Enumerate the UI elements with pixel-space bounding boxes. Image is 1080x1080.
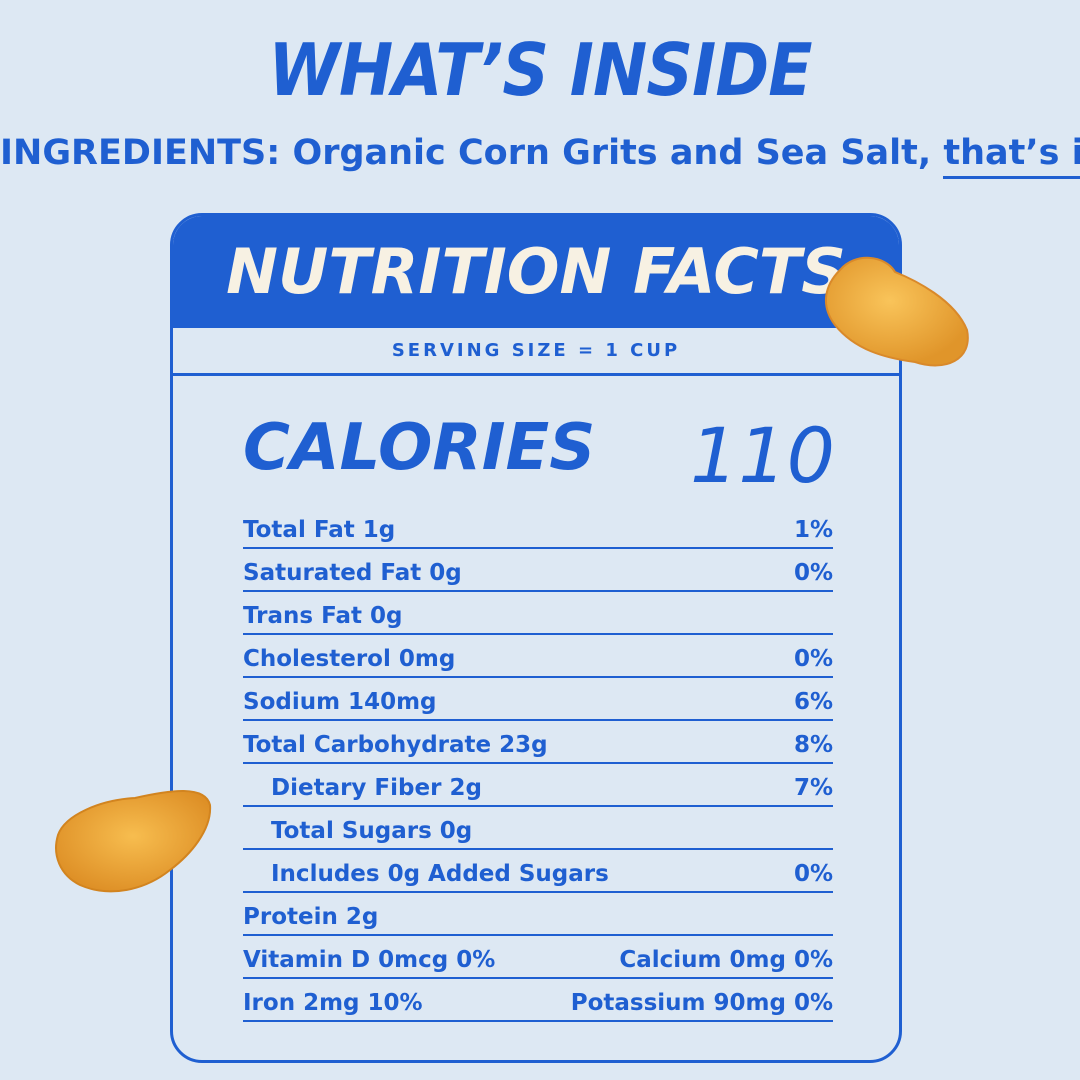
- nutrient-label: Total Fat 1g: [243, 517, 396, 543]
- nutrient-label: Trans Fat 0g: [243, 603, 403, 629]
- daily-value: 0%: [793, 861, 833, 887]
- daily-value: 0%: [793, 560, 833, 586]
- panel-title: NUTRITION FACTS: [173, 216, 899, 328]
- daily-value: 8%: [793, 732, 833, 758]
- nutrient-row: Protein 2g: [243, 893, 833, 936]
- nutrient-row: Dietary Fiber 2g 7%: [243, 764, 833, 807]
- ingredients-text: Organic Corn Grits and Sea Salt,: [292, 133, 932, 173]
- nutrient-row: Total Sugars 0g: [243, 807, 833, 850]
- daily-value: 6%: [793, 689, 833, 715]
- serving-size: SERVING SIZE = 1 CUP: [173, 328, 899, 376]
- nutrient-row: Total Fat 1g 1%: [243, 506, 833, 549]
- nutrient-label: Cholesterol 0mg: [243, 646, 456, 672]
- nutrition-panel: NUTRITION FACTS SERVING SIZE = 1 CUP CAL…: [170, 213, 902, 1063]
- daily-value: 0%: [793, 646, 833, 672]
- nutrient-row: Sodium 140mg 6%: [243, 678, 833, 721]
- mineral-row: Vitamin D 0mcg 0% Calcium 0mg 0%: [243, 936, 833, 979]
- mineral-left: Vitamin D 0mcg 0%: [243, 947, 496, 973]
- nutrient-row: Trans Fat 0g: [243, 592, 833, 635]
- corn-flake: [55, 790, 212, 893]
- nutrient-label: Protein 2g: [243, 904, 379, 930]
- daily-value: 7%: [793, 775, 833, 801]
- mineral-right: Potassium 90mg 0%: [570, 990, 833, 1016]
- calories-row: CALORIES 110: [243, 411, 835, 500]
- calories-label: CALORIES: [243, 411, 596, 485]
- calories-value: 110: [689, 411, 835, 500]
- nutrient-label: Total Carbohydrate 23g: [243, 732, 548, 758]
- nutrient-rows: Total Fat 1g 1% Saturated Fat 0g 0% Trans Fa…: [243, 506, 833, 1022]
- nutrient-row: Total Carbohydrate 23g 8%: [243, 721, 833, 764]
- corn-flake: [824, 256, 969, 367]
- nutrient-label: Includes 0g Added Sugars: [271, 861, 609, 887]
- nutrient-label: Saturated Fat 0g: [243, 560, 462, 586]
- mineral-left: Iron 2mg 10%: [243, 990, 423, 1016]
- page-title: WHAT’S INSIDE: [268, 28, 812, 112]
- mineral-right: Calcium 0mg 0%: [619, 947, 833, 973]
- nutrient-row: Cholesterol 0mg 0%: [243, 635, 833, 678]
- mineral-row: Iron 2mg 10% Potassium 90mg 0%: [243, 979, 833, 1022]
- nutrient-label: Sodium 140mg: [243, 689, 437, 715]
- ingredients-emphasis: that’s it.: [943, 133, 1080, 179]
- ingredients: INGREDIENTS: Organic Corn Grits and Sea …: [0, 133, 1080, 179]
- daily-value: 1%: [793, 517, 833, 543]
- ingredients-label: INGREDIENTS:: [0, 133, 281, 173]
- nutrient-row: Saturated Fat 0g 0%: [243, 549, 833, 592]
- nutrient-row: Includes 0g Added Sugars 0%: [243, 850, 833, 893]
- nutrient-label: Total Sugars 0g: [271, 818, 473, 844]
- nutrient-label: Dietary Fiber 2g: [271, 775, 482, 801]
